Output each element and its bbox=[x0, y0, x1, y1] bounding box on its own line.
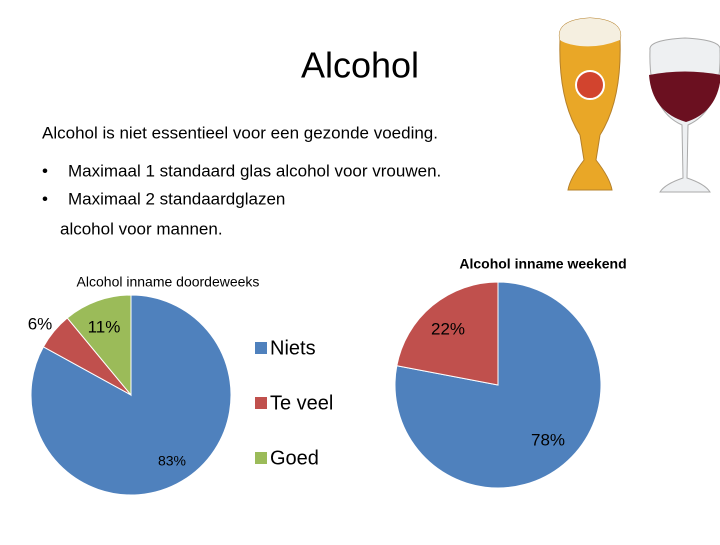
data-label: 11% bbox=[88, 317, 121, 336]
bullet: • bbox=[42, 189, 48, 208]
data-label: 78% bbox=[531, 430, 565, 449]
legend-swatch bbox=[255, 452, 267, 464]
body-line: alcohol voor mannen. bbox=[60, 219, 223, 238]
legend-swatch bbox=[255, 342, 267, 354]
body-line: Alcohol is niet essentieel voor een gezo… bbox=[42, 123, 438, 142]
legend-label: Goed bbox=[270, 447, 319, 469]
slide-title: Alcohol bbox=[301, 45, 419, 86]
data-label: 83% bbox=[158, 453, 186, 469]
legend-label: Te veel bbox=[270, 392, 333, 414]
legend-label: Niets bbox=[270, 337, 316, 359]
wine-glass bbox=[649, 37, 720, 193]
bullet: • bbox=[42, 161, 48, 180]
beer-glass bbox=[558, 17, 622, 191]
body-line: Maximaal 1 standaard glas alcohol voor v… bbox=[68, 161, 441, 180]
data-label: 22% bbox=[431, 319, 465, 338]
pie-slice bbox=[396, 281, 499, 386]
data-label: 6% bbox=[28, 314, 53, 333]
pie-slice bbox=[66, 294, 132, 397]
chart-title: Alcohol inname weekend bbox=[459, 256, 626, 272]
body-line: Maximaal 2 standaardglazen bbox=[68, 189, 285, 208]
chart-title: Alcohol inname doordeweeks bbox=[77, 274, 260, 290]
legend-swatch bbox=[255, 397, 267, 409]
